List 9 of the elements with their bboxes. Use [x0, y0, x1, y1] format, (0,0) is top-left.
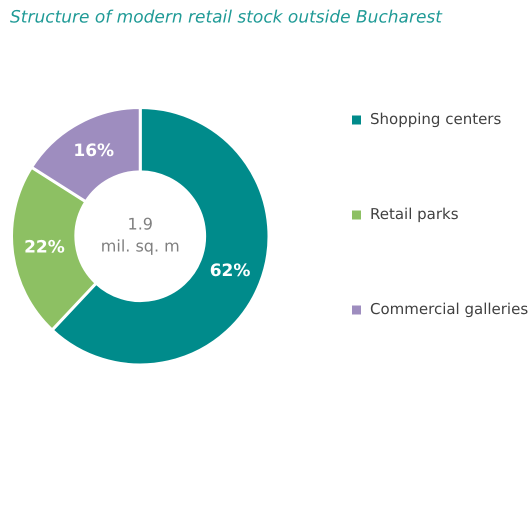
chart-title: Structure of modern retail stock outside Bucharest [10, 8, 444, 28]
legend-label: Retail parks [370, 204, 459, 223]
data-label: 22% [24, 238, 65, 258]
legend-label: Shopping centers [370, 110, 502, 128]
text: 1.9 [128, 214, 153, 234]
data-label: 16% [73, 141, 114, 162]
text: mil. sq. m [100, 236, 180, 256]
legend-label: Commercial galleries [370, 300, 528, 318]
data-label: 62% [210, 261, 250, 282]
